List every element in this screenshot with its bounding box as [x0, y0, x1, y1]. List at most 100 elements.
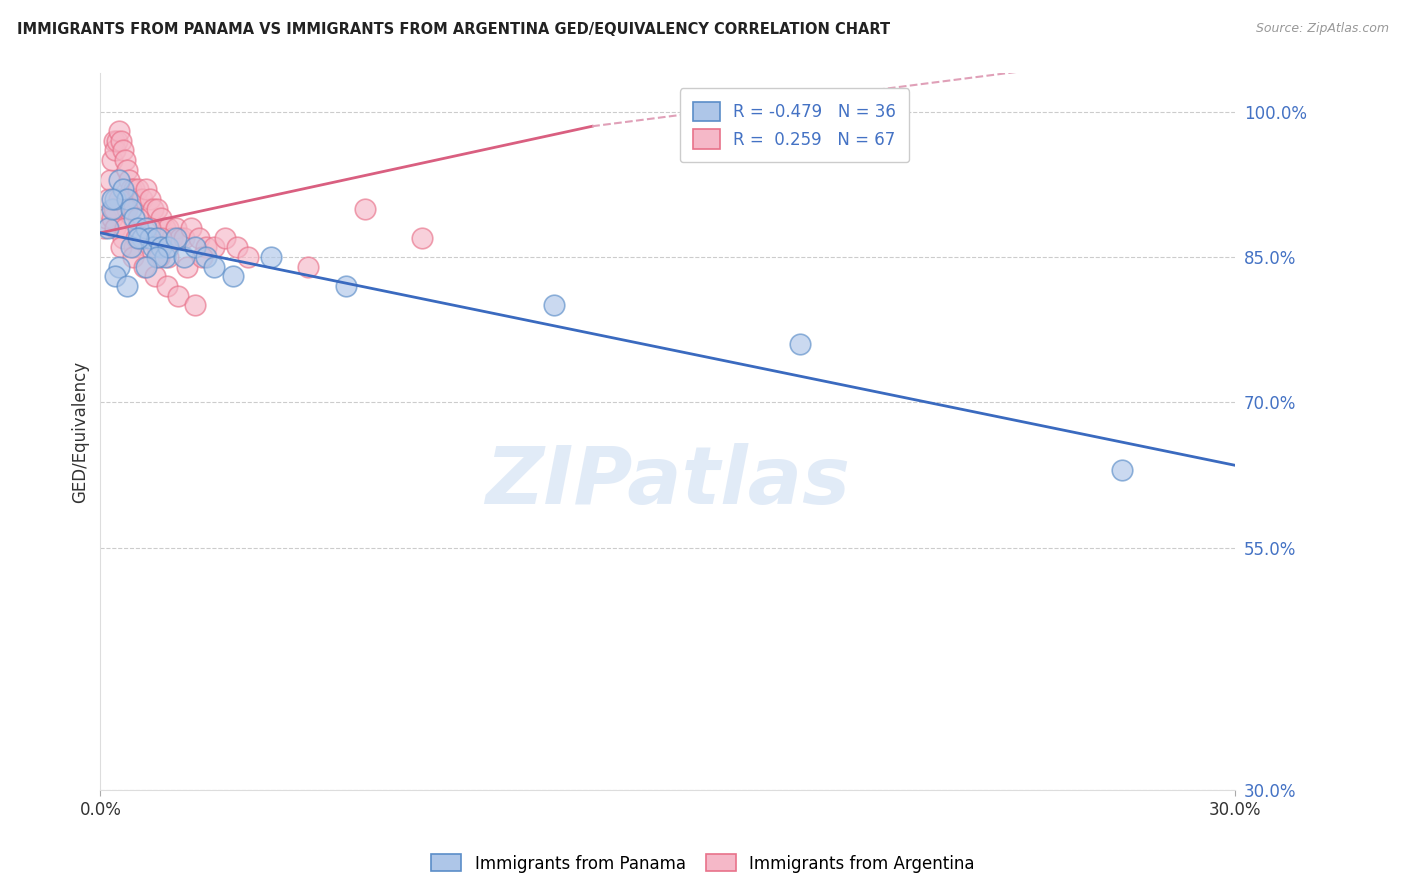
Point [121, 250, 143, 264]
Point [115, 279, 138, 293]
Point [108, 172, 131, 186]
Point [176, 260, 198, 274]
Point [153, 221, 176, 235]
Point [115, 202, 138, 216]
Point [105, 134, 128, 148]
Point [148, 250, 170, 264]
Point [120, 202, 142, 216]
Point [146, 250, 169, 264]
Point [127, 221, 149, 235]
Point [127, 211, 149, 226]
Point [135, 260, 157, 274]
Point [173, 250, 195, 264]
Point [131, 192, 153, 206]
Point [236, 250, 259, 264]
Point [149, 230, 172, 244]
Point [789, 337, 811, 351]
Point [100, 202, 122, 216]
Point [146, 230, 169, 244]
Point [180, 221, 202, 235]
Point [100, 192, 122, 206]
Point [202, 260, 225, 274]
Point [93, 221, 115, 235]
Point [97, 221, 120, 235]
Point [165, 221, 187, 235]
Point [149, 240, 172, 254]
Point [142, 240, 165, 254]
Point [108, 192, 131, 206]
Point [104, 221, 127, 235]
Text: ZIPatlas: ZIPatlas [485, 442, 851, 521]
Point [165, 230, 187, 244]
Point [132, 260, 155, 274]
Point [155, 279, 177, 293]
Point [127, 182, 149, 196]
Point [97, 192, 120, 206]
Point [195, 250, 218, 264]
Point [138, 230, 160, 244]
Point [114, 153, 136, 168]
Point [118, 172, 141, 186]
Point [142, 202, 165, 216]
Point [187, 230, 209, 244]
Point [115, 162, 138, 177]
Point [411, 230, 433, 244]
Point [335, 279, 357, 293]
Point [112, 182, 135, 196]
Point [157, 240, 180, 254]
Point [131, 230, 153, 244]
Point [191, 250, 214, 264]
Point [104, 144, 127, 158]
Point [157, 221, 180, 235]
Point [143, 269, 166, 284]
Point [124, 240, 146, 254]
Point [125, 230, 148, 244]
Legend: R = -0.479   N = 36, R =  0.259   N = 67: R = -0.479 N = 36, R = 0.259 N = 67 [679, 88, 910, 162]
Point [120, 240, 142, 254]
Point [127, 230, 149, 244]
Point [108, 260, 131, 274]
Point [125, 192, 148, 206]
Point [146, 240, 169, 254]
Point [135, 230, 157, 244]
Point [135, 221, 157, 235]
Point [100, 211, 122, 226]
Text: IMMIGRANTS FROM PANAMA VS IMMIGRANTS FROM ARGENTINA GED/EQUIVALENCY CORRELATION : IMMIGRANTS FROM PANAMA VS IMMIGRANTS FRO… [17, 22, 890, 37]
Point [202, 240, 225, 254]
Point [354, 202, 377, 216]
Point [138, 192, 160, 206]
Point [121, 192, 143, 206]
Point [115, 192, 138, 206]
Point [103, 202, 125, 216]
Point [297, 260, 319, 274]
Point [94, 211, 117, 226]
Point [114, 221, 136, 235]
Point [103, 134, 125, 148]
Point [160, 230, 183, 244]
Point [120, 182, 142, 196]
Point [1111, 463, 1133, 477]
Point [259, 250, 281, 264]
Point [149, 211, 172, 226]
Point [108, 124, 131, 138]
Point [184, 240, 207, 254]
Point [124, 211, 146, 226]
Point [98, 172, 121, 186]
Point [104, 269, 127, 284]
Point [124, 182, 146, 196]
Point [112, 144, 135, 158]
Point [167, 289, 190, 303]
Point [110, 240, 132, 254]
Point [543, 298, 565, 312]
Text: Source: ZipAtlas.com: Source: ZipAtlas.com [1256, 22, 1389, 36]
Point [104, 192, 127, 206]
Point [110, 134, 132, 148]
Point [135, 182, 157, 196]
Point [195, 240, 218, 254]
Point [138, 221, 160, 235]
Point [112, 230, 135, 244]
Point [173, 230, 195, 244]
Point [169, 230, 191, 244]
Point [225, 240, 247, 254]
Point [157, 250, 180, 264]
